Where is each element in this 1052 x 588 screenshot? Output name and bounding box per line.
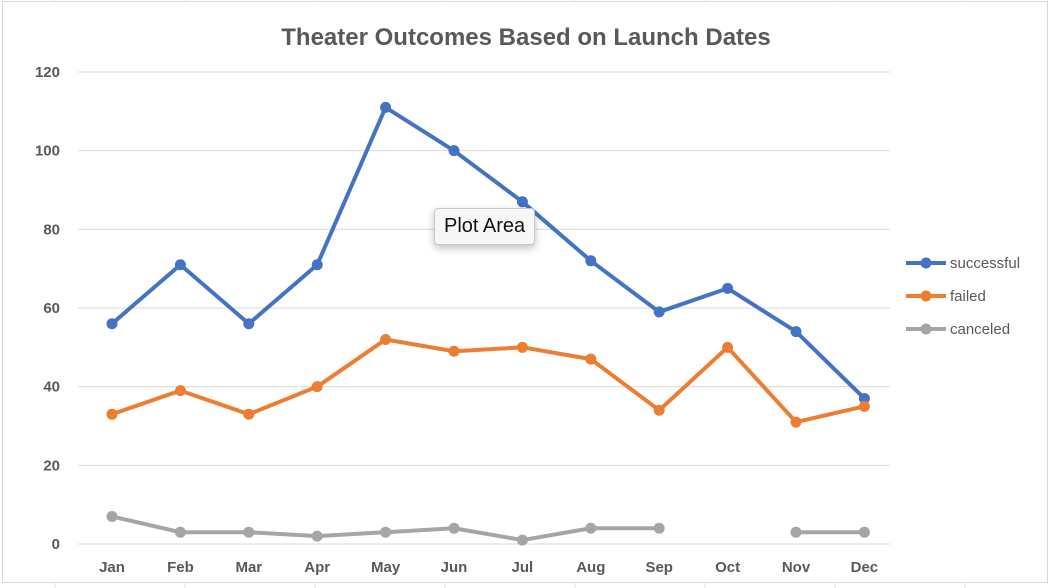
y-axis-labels: 0 20 40 60 80 100 120 (35, 64, 60, 553)
data-point-failed (380, 333, 392, 345)
legend-label-successful: successful (950, 255, 1020, 272)
x-tick-label: Oct (715, 559, 740, 576)
data-point-canceled (790, 526, 802, 538)
legend-marker-failed (920, 290, 932, 302)
data-point-canceled (858, 526, 870, 538)
data-point-canceled (585, 522, 597, 534)
legend: successful failed canceled (906, 255, 1020, 338)
x-tick-label: May (371, 559, 401, 576)
chart-title[interactable]: Theater Outcomes Based on Launch Dates (281, 24, 771, 51)
plot-area (106, 101, 870, 546)
x-tick-label: Aug (576, 559, 605, 576)
y-tick-label: 120 (35, 64, 60, 81)
data-point-failed (858, 400, 870, 412)
data-point-successful (243, 318, 255, 330)
data-point-failed (243, 408, 255, 420)
data-point-failed (311, 381, 323, 393)
legend-marker-canceled (920, 323, 932, 335)
series-line-successful (110, 105, 867, 401)
x-tick-label: Sep (645, 559, 673, 576)
data-point-successful (448, 145, 460, 157)
x-tick-label: Feb (167, 559, 194, 576)
x-axis-labels: Jan Feb Mar Apr May Jun Jul Aug Sep Oct Nov Dec (99, 559, 878, 576)
data-point-successful (311, 259, 323, 271)
series-successful (106, 101, 870, 404)
x-tick-label: Nov (782, 559, 811, 576)
data-point-failed (106, 408, 118, 420)
data-point-canceled (106, 510, 118, 522)
data-point-successful (653, 306, 665, 318)
data-point-canceled (243, 526, 255, 538)
y-tick-label: 60 (43, 300, 60, 317)
data-point-failed (448, 345, 460, 357)
y-tick-label: 0 (52, 536, 60, 553)
series-failed (106, 333, 870, 428)
x-tick-label: Apr (304, 559, 330, 576)
data-point-failed (653, 404, 665, 416)
plot-area-tooltip: Plot Area (434, 208, 536, 245)
data-point-failed (722, 341, 734, 353)
y-tick-label: 20 (43, 457, 60, 474)
data-point-successful (722, 282, 734, 294)
data-point-canceled (174, 526, 186, 538)
data-point-failed (516, 341, 528, 353)
y-tick-label: 100 (35, 143, 60, 160)
data-point-successful (380, 101, 392, 113)
legend-marker-successful (920, 257, 932, 269)
data-point-successful (174, 259, 186, 271)
data-point-canceled (311, 530, 323, 542)
data-point-canceled (653, 522, 665, 534)
data-point-failed (790, 416, 802, 428)
data-point-canceled (380, 526, 392, 538)
data-point-successful (790, 326, 802, 338)
series-canceled (106, 510, 870, 546)
x-tick-label: Jul (512, 559, 534, 576)
data-point-failed (174, 385, 186, 397)
y-tick-label: 40 (43, 379, 60, 396)
data-point-canceled (448, 522, 460, 534)
data-point-successful (858, 392, 870, 404)
plot-gridlines (78, 71, 890, 545)
data-point-canceled (516, 534, 528, 546)
x-tick-label: Jun (441, 559, 468, 576)
x-tick-label: Mar (235, 559, 262, 576)
y-tick-label: 80 (43, 221, 60, 238)
x-tick-label: Dec (851, 559, 879, 576)
legend-label-failed: failed (950, 288, 986, 305)
data-point-successful (585, 255, 597, 267)
series-line-failed (110, 337, 867, 425)
data-point-failed (585, 353, 597, 365)
legend-label-canceled: canceled (950, 321, 1010, 338)
data-point-successful (106, 318, 118, 330)
data-point-successful (516, 196, 528, 208)
x-tick-label: Jan (99, 559, 125, 576)
